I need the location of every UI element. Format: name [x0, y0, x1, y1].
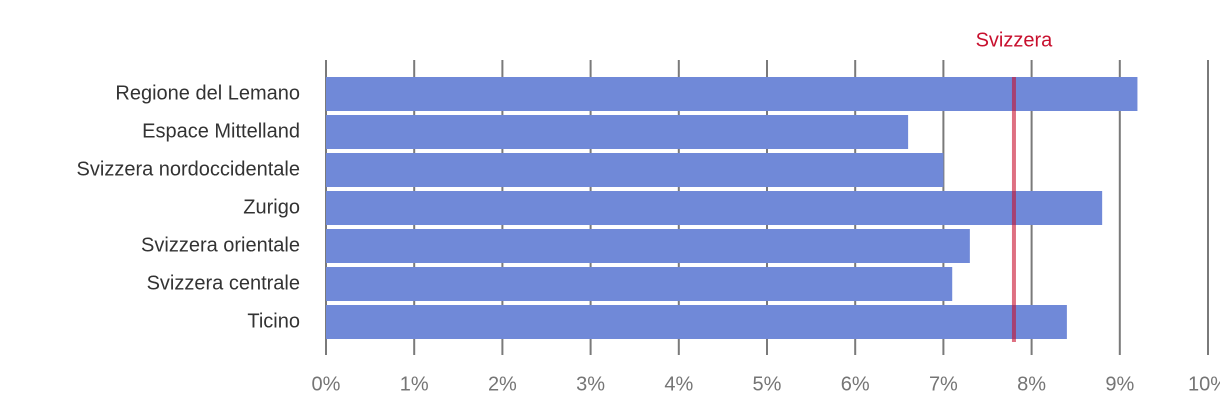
y-tick-label: Svizzera centrale [147, 272, 300, 294]
y-tick-label: Regione del Lemano [115, 82, 300, 104]
bar [326, 153, 944, 187]
y-tick-label: Espace Mittelland [142, 120, 300, 142]
y-tick-label: Ticino [247, 310, 300, 332]
reference-label: Svizzera [976, 29, 1054, 51]
bar [326, 267, 953, 301]
x-tick-label: 5% [753, 373, 782, 395]
y-tick-label: Svizzera orientale [141, 234, 300, 256]
bar [326, 305, 1067, 339]
y-tick-label: Zurigo [243, 196, 300, 218]
x-tick-label: 6% [841, 373, 870, 395]
x-tick-label: 2% [488, 373, 517, 395]
x-tick-label: 10% [1188, 373, 1220, 395]
bar [326, 191, 1103, 225]
x-tick-label: 8% [1017, 373, 1046, 395]
x-tick-label: 9% [1105, 373, 1134, 395]
x-tick-label: 7% [929, 373, 958, 395]
x-tick-label: 0% [312, 373, 341, 395]
y-tick-label: Svizzera nordoccidentale [77, 158, 300, 180]
bar [326, 229, 970, 263]
x-tick-label: 3% [576, 373, 605, 395]
x-tick-label: 4% [664, 373, 693, 395]
bar [326, 115, 909, 149]
x-tick-label: 1% [400, 373, 429, 395]
bar [326, 77, 1138, 111]
